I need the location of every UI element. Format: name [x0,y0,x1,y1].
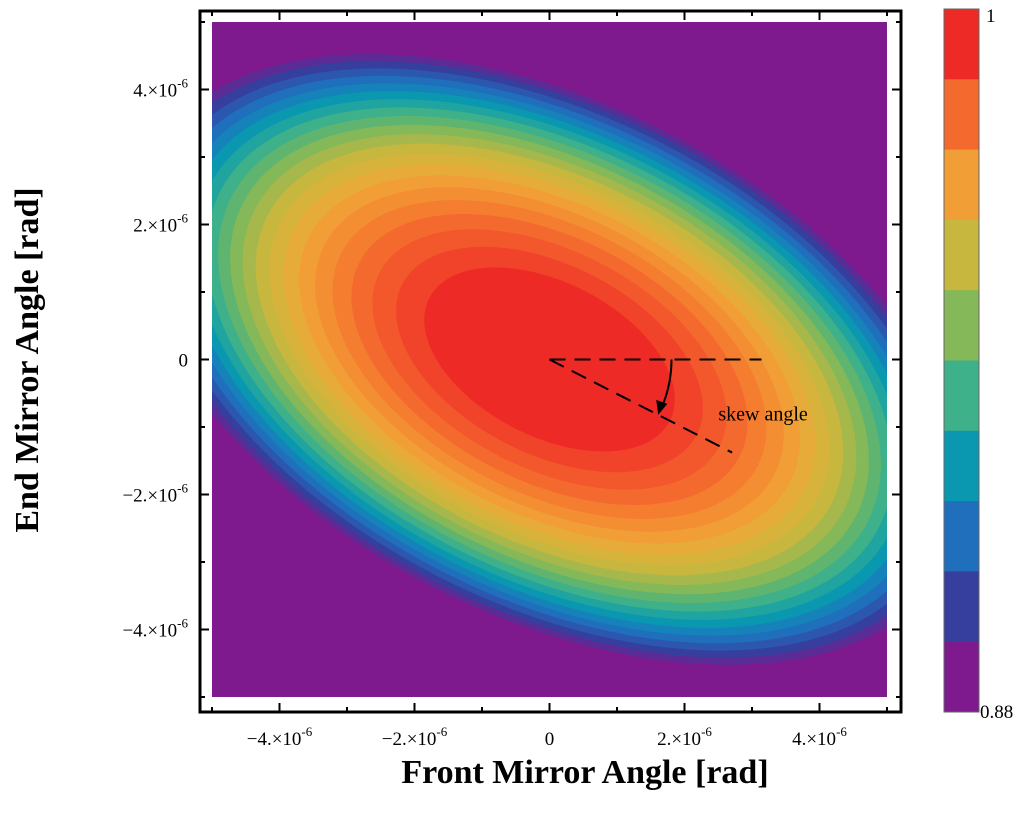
y-axis-title: End Mirror Angle [rad] [9,187,46,532]
colorbar-min-label: 0.88 [980,702,1013,723]
colorbar: 10.88 [943,6,1013,723]
skew-angle-annotation: skew angle [549,358,808,454]
x-tick-label: 2.×10-6 [657,724,712,750]
axis-ticks [200,11,901,712]
colorbar-segment [944,430,979,502]
colorbar-segment [944,501,979,572]
colorbar-segment [944,79,979,151]
x-axis-title: Front Mirror Angle [rad] [401,754,768,791]
skew-angle-arrowhead [656,399,668,415]
x-tick-label: −2.×10-6 [382,724,448,750]
colorbar-max-label: 1 [986,6,996,27]
x-tick-label: 4.×10-6 [792,724,847,750]
y-tick-label: −2.×10-6 [122,481,188,507]
x-tick-labels: −4.×10-6 −2.×10-6 0 2.×10-6 4.×10-6 [247,724,848,750]
colorbar-segment [944,641,979,713]
annotation-label: skew angle [718,403,808,425]
colorbar-segment [944,360,979,432]
y-tick-label: 0 [179,351,189,372]
colorbar-segment [944,571,979,643]
colorbar-segment [944,290,979,361]
y-tick-label: −4.×10-6 [122,616,188,642]
y-tick-labels: 4.×10-6 2.×10-6 0 −2.×10-6 −4.×10-6 [122,76,188,642]
y-tick-label: 2.×10-6 [133,211,188,237]
x-tick-label: 0 [545,729,555,750]
y-tick-label: 4.×10-6 [133,76,188,102]
colorbar-frame [943,8,980,713]
colorbar-segment [944,219,979,291]
colorbar-segment [944,9,979,80]
skew-axis-line [549,358,733,454]
x-tick-label: −4.×10-6 [247,724,313,750]
contour-bands [212,22,887,697]
colorbar-segment [944,149,979,221]
